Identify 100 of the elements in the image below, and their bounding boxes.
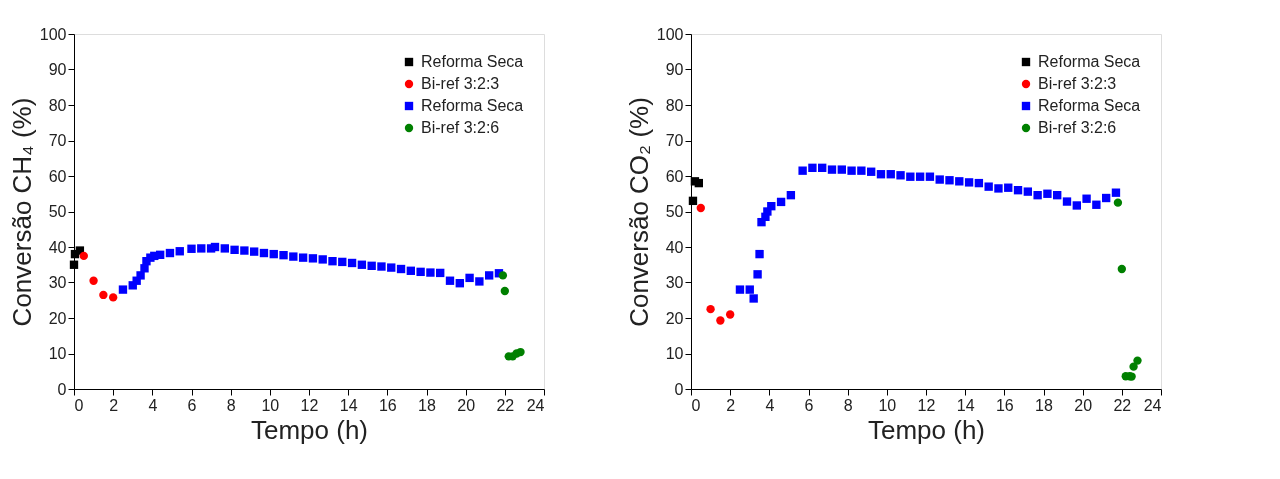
legend-label: Reforma Seca <box>1038 97 1141 114</box>
point <box>1101 193 1111 203</box>
y-tick-label: 10 <box>48 345 67 362</box>
x-tick-label: 4 <box>765 396 775 414</box>
point <box>249 247 259 256</box>
point <box>187 244 196 253</box>
point <box>165 248 175 258</box>
point <box>455 279 464 288</box>
point <box>465 273 474 283</box>
point <box>1113 198 1123 207</box>
x-tick-label: 4 <box>148 396 158 414</box>
point <box>396 264 406 274</box>
point <box>818 163 827 173</box>
x-tick-label: 20 <box>457 396 476 414</box>
point <box>688 196 698 206</box>
point <box>1033 190 1042 200</box>
point <box>69 260 79 269</box>
point <box>347 258 357 268</box>
point <box>498 271 508 280</box>
y-tick-label: 80 <box>665 96 684 114</box>
x-tick-label: 14 <box>956 396 975 414</box>
point <box>753 270 762 279</box>
point <box>1133 356 1142 365</box>
y-tick-label: 20 <box>48 309 67 327</box>
point <box>906 172 915 181</box>
point <box>230 245 239 255</box>
point <box>210 242 220 252</box>
point <box>298 253 308 262</box>
point <box>866 167 876 176</box>
point <box>1072 201 1081 210</box>
legend-label: Bi-ref 3:2:6 <box>1038 119 1117 136</box>
point <box>1043 189 1052 198</box>
y-tick-label: 0 <box>57 380 67 398</box>
point <box>964 178 974 187</box>
point <box>745 285 754 294</box>
point <box>945 176 954 185</box>
point <box>749 294 758 303</box>
x-tick-label: 24 <box>526 396 545 414</box>
x-tick-label: 14 <box>339 396 358 414</box>
point <box>857 166 866 175</box>
x-tick-label: 0 <box>691 396 701 414</box>
x-tick-label: 10 <box>261 396 280 414</box>
point <box>935 175 944 184</box>
x-tick-label: 6 <box>804 396 814 414</box>
x-tick-label: 0 <box>74 396 84 414</box>
legend-label: Reforma Seca <box>1038 53 1141 70</box>
y-tick-label: 90 <box>48 61 67 78</box>
y-tick-label: 30 <box>665 274 684 291</box>
point <box>484 271 494 280</box>
x-axis-title: Tempo (h) <box>250 414 369 445</box>
y-axis-title: Conversão CO₂ (%) <box>623 97 654 327</box>
legend-label: Bi-ref 3:2:3 <box>1038 75 1117 92</box>
point <box>197 244 206 253</box>
point <box>240 246 249 255</box>
point <box>1082 194 1091 203</box>
point <box>725 310 735 319</box>
point <box>696 203 705 213</box>
point <box>500 286 510 296</box>
point <box>220 244 229 253</box>
point <box>175 247 184 256</box>
point <box>308 254 318 263</box>
y-tick-label: 50 <box>48 203 67 220</box>
point <box>808 163 817 173</box>
point <box>925 172 935 181</box>
point <box>735 285 745 294</box>
point <box>1053 190 1062 200</box>
y-tick-label: 70 <box>665 132 684 149</box>
point <box>426 268 435 277</box>
point <box>377 262 386 271</box>
y-tick-label: 30 <box>48 274 67 291</box>
x-tick-label: 18 <box>418 396 436 414</box>
x-tick-label: 24 <box>1143 396 1162 414</box>
point <box>755 249 764 259</box>
x-tick-label: 8 <box>226 396 236 414</box>
point <box>706 304 715 314</box>
y-tick-label: 100 <box>656 25 684 43</box>
y-tick-label: 20 <box>665 309 684 327</box>
x-tick-label: 20 <box>1074 396 1093 414</box>
y-tick-label: 60 <box>48 167 67 185</box>
point <box>984 182 993 191</box>
point <box>475 277 484 286</box>
y-axis-title: Conversão CH₄ (%) <box>6 97 37 327</box>
point <box>837 165 846 174</box>
point <box>694 178 704 188</box>
point <box>1129 362 1138 371</box>
x-tick-label: 22 <box>1113 396 1132 414</box>
y-tick-label: 90 <box>665 61 684 78</box>
y-tick-label: 40 <box>665 238 684 256</box>
x-tick-label: 16 <box>378 396 397 414</box>
x-tick-label: 2 <box>109 396 119 414</box>
point <box>1013 186 1023 195</box>
point <box>140 264 149 273</box>
point <box>279 250 288 260</box>
x-tick-label: 8 <box>843 396 853 414</box>
x-axis-title: Tempo (h) <box>867 414 986 445</box>
y-tick-label: 70 <box>48 132 67 149</box>
legend-label: Bi-ref 3:2:3 <box>421 75 500 92</box>
point <box>994 184 1003 193</box>
point <box>1004 183 1013 192</box>
y-tick-label: 40 <box>48 238 67 256</box>
